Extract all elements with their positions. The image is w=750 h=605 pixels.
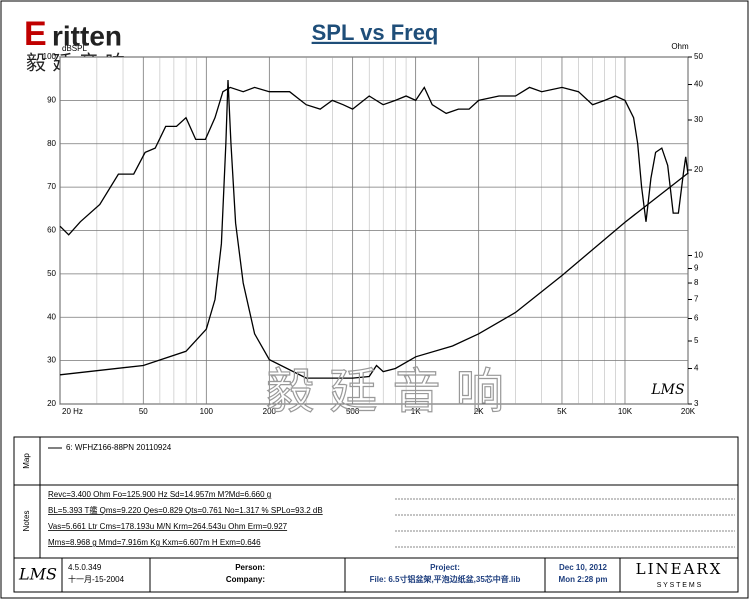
impedance-line [59,79,689,379]
x-tick-label: 1K [411,407,421,416]
y-tick-label: 30 [47,356,56,365]
y-tick-label: 100 [43,52,57,61]
y2-tick-label: 8 [694,278,699,287]
person: Person: [235,563,265,572]
note-line: BL=5.393 T艦 Qms=9.220 Qes=0.829 Qts=0.76… [48,505,323,515]
note-line: Vas=5.661 Ltr Cms=178.193u M/N Krm=264.5… [48,522,288,531]
y2-tick-label: 3 [694,399,699,408]
x-tick-label: 50 [139,407,148,416]
y2-tick-label: 30 [694,115,703,124]
footer-dividers [61,558,621,592]
logo-e: E [24,15,47,53]
y2-tick-label: 5 [694,336,699,345]
date: Dec 10, 2012 [559,563,608,572]
y2-tick-label: 9 [694,264,699,273]
y-tick-label: 60 [47,226,56,235]
panel-frame [13,436,739,593]
legend-entry: 6: WFHZ166-88PN 20110924 [66,443,172,452]
time: Mon 2:28 pm [559,575,608,584]
footer-lms: LMS [18,565,57,584]
x-tick-label: 5K [557,407,567,416]
x-tick-label: 10K [618,407,633,416]
project: Project: [430,563,460,572]
y-axis-label: dBSPL [62,44,87,53]
x-tick-label: 20K [681,407,696,416]
note-line: Mms=8.968 g Mmd=7.916m Kg Kxm=6.607m H E… [48,538,261,547]
logo: ritten [52,20,122,51]
y-tick-label: 50 [47,269,56,278]
y2-tick-label: 6 [694,314,699,323]
y2-tick-label: 20 [694,165,703,174]
brand: LINEARX [636,560,723,578]
x-tick-label: 100 [200,407,214,416]
note-line: Revc=3.400 Ohm Fo=125.900 Hz Sd=14.957m … [48,490,271,499]
y-tick-label: 40 [47,312,56,321]
y-tick-label: 70 [47,182,56,191]
x-tick-label: 2K [474,407,484,416]
notes-label: Notes [22,511,31,532]
file: File: 6.5寸铝盆架,平泡边纸盆,35芯中音.lib [370,574,521,584]
map-label: Map [22,453,31,469]
version: 4.5.0.349 [68,563,102,572]
x-tick-label: 500 [346,407,360,416]
y2-tick-label: 50 [694,52,703,61]
y-tick-label: 80 [47,139,56,148]
y-tick-label: 20 [47,399,56,408]
y-tick-label: 90 [47,95,56,104]
version-date: 十一月-15-2004 [68,574,125,584]
company: Company: [226,575,265,584]
y2-tick-label: 40 [694,80,703,89]
y2-axis-label: Ohm [671,42,689,51]
lms-mark: LMS [650,382,684,398]
brand-sub: S Y S T E M S [657,582,702,589]
y2-tick-label: 10 [694,251,703,260]
y2-tick-label: 7 [694,295,699,304]
y2-tick-label: 4 [694,364,699,373]
watermark: 毅 廷 音 响 [266,364,504,420]
spl-line [59,86,689,236]
chart-title: SPL vs Freq [312,20,439,45]
x-tick-label: 200 [263,407,277,416]
x-tick-label: 20 Hz [62,407,83,416]
